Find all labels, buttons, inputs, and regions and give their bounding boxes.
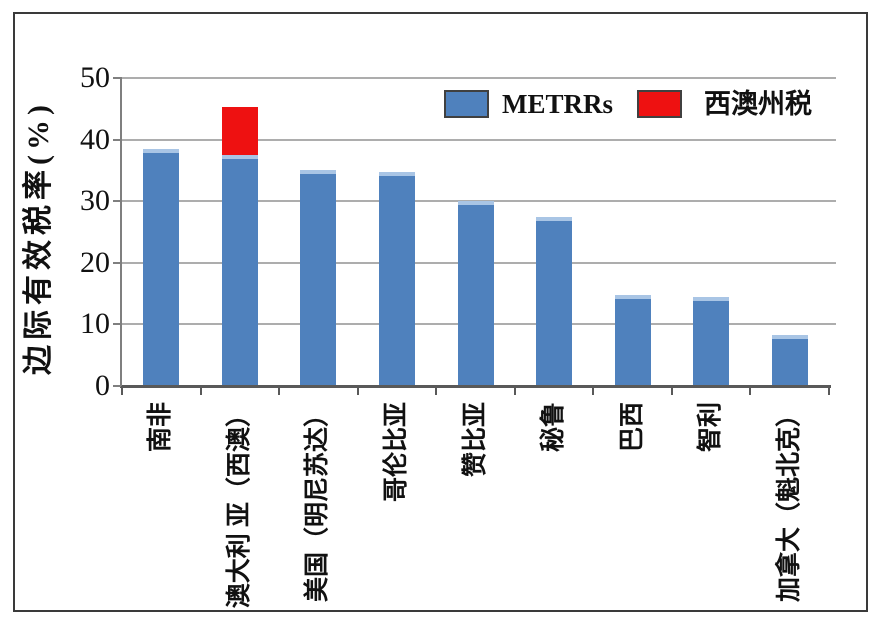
metrrs-bar [693,296,730,386]
x-axis-tick [356,386,359,395]
legend-swatch-wa-state-tax [637,90,683,118]
category-label: 加拿大（魁北克） [775,402,803,603]
wa-state-tax-bar [221,106,258,155]
category-label: 秘鲁 [540,402,568,453]
x-axis-tick [670,386,673,395]
y-tick-label: 40 [80,122,110,156]
x-axis-tick [828,386,830,395]
y-tick-label: 50 [80,61,110,94]
metrrs-bar [300,170,337,386]
x-axis-tick [749,386,752,395]
y-axis-line [120,78,122,387]
legend-label-metrrs: METRRs [502,89,614,119]
x-axis-line [120,385,831,388]
x-axis-tick [435,386,438,395]
metrrs-bar [614,295,651,386]
y-axis-tick [113,261,122,264]
category-label: 智利 [697,402,725,453]
category-label: 美国（明尼苏达） [304,402,332,603]
metrrs-bar [143,148,180,386]
x-axis-tick [513,386,516,395]
legend-label-wa-state-tax: 西澳州税 [704,89,813,119]
legend-swatch-metrrs [444,90,489,118]
y-tick-label: 10 [80,307,110,341]
metrrs-bar [457,201,494,386]
gridline [122,77,836,79]
y-axis-tick [113,385,122,387]
category-label: 巴西 [618,402,646,453]
metrrs-bar [536,216,573,386]
gridline [122,138,836,141]
metrrs-bar [771,334,808,386]
x-axis-tick [121,386,123,395]
y-axis-tick [113,323,122,326]
y-tick-label: 20 [80,245,110,279]
metrrs-bar [378,172,415,386]
y-axis-tick [113,77,122,79]
figure-border [13,12,868,612]
metrrs-bar [221,155,258,386]
y-axis-tick [113,138,122,141]
x-axis-tick [592,386,595,395]
y-axis-tick [113,200,122,203]
category-label: 南非 [147,402,175,453]
x-axis-tick [199,386,202,395]
category-label: 哥伦比亚 [382,402,410,503]
category-label: 澳大利 亚（西澳） [225,402,253,609]
legend: METRRs 西澳州税 [444,90,812,118]
y-tick-label: 30 [80,184,110,218]
x-axis-tick [278,386,281,395]
y-tick-label: 0 [95,369,110,402]
category-label: 赞比亚 [461,402,489,478]
